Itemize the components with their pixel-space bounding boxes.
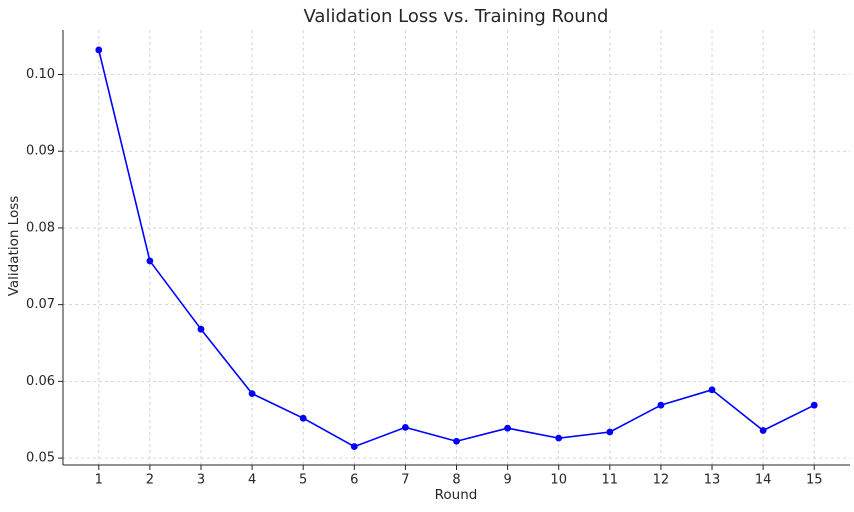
data-point <box>606 428 614 436</box>
series <box>95 46 818 450</box>
data-point <box>299 414 307 422</box>
data-point <box>555 434 563 442</box>
y-tick-label: 0.09 <box>26 144 55 159</box>
data-point <box>146 257 154 265</box>
x-axis-label: Round <box>435 487 478 503</box>
x-tick-label: 10 <box>550 473 567 488</box>
data-point <box>810 401 818 409</box>
y-axis-label: Validation Loss <box>6 196 22 297</box>
data-point <box>759 427 767 434</box>
x-tick-label: 4 <box>248 473 256 488</box>
x-tick-label: 3 <box>197 473 205 488</box>
data-point <box>504 424 512 432</box>
y-tick-label: 0.06 <box>26 374 55 389</box>
x-tick-label: 9 <box>503 473 511 488</box>
y-tick-label: 0.10 <box>26 67 55 82</box>
data-point <box>453 437 460 445</box>
chart-title: Validation Loss vs. Training Round <box>304 6 609 27</box>
x-tick-label: 8 <box>452 473 460 488</box>
data-point <box>401 424 409 431</box>
y-tick-label: 0.07 <box>26 297 55 312</box>
ticks: 1 2 3 4 5 6 7 8 9 10 11 12 13 14 150.050.060.070.080.0… <box>26 67 822 488</box>
data-point <box>657 401 665 409</box>
x-tick-label: 15 <box>806 473 823 488</box>
data-point <box>350 443 358 450</box>
grid <box>63 30 850 465</box>
x-tick-label: 1 <box>95 473 103 488</box>
x-tick-label: 14 <box>755 473 772 488</box>
x-tick-label: 5 <box>299 473 307 488</box>
x-tick-label: 7 <box>401 473 409 488</box>
data-point <box>248 390 256 398</box>
x-tick-label: 13 <box>704 473 721 488</box>
y-tick-label: 0.08 <box>26 220 55 235</box>
data-point <box>197 325 205 333</box>
data-point <box>708 386 716 394</box>
data-point <box>95 46 103 54</box>
y-tick-label: 0.05 <box>26 451 55 466</box>
x-tick-label: 11 <box>602 473 619 488</box>
x-tick-label: 6 <box>350 473 358 488</box>
x-tick-label: 2 <box>146 473 154 488</box>
x-tick-label: 12 <box>653 473 670 488</box>
